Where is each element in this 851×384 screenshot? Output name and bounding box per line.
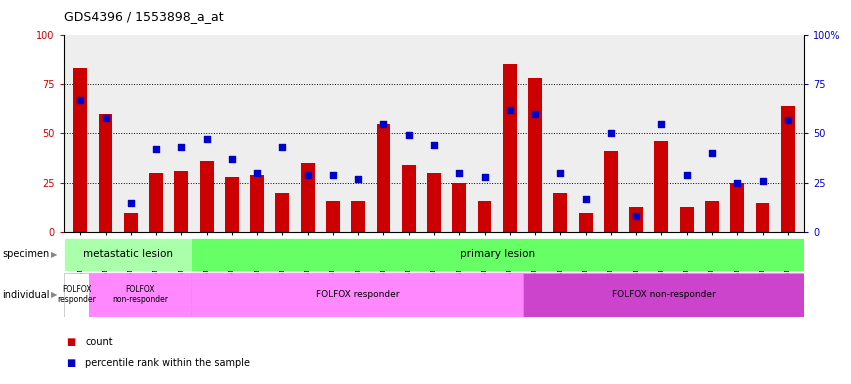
- Text: FOLFOX
non-responder: FOLFOX non-responder: [112, 285, 168, 305]
- Point: [351, 176, 365, 182]
- Bar: [300, 163, 315, 232]
- Point: [604, 131, 618, 137]
- Bar: [781, 106, 795, 232]
- Bar: [427, 173, 441, 232]
- Text: specimen: specimen: [3, 249, 50, 259]
- Point: [225, 156, 238, 162]
- Point: [73, 97, 87, 103]
- Point: [705, 150, 719, 156]
- Bar: [351, 201, 365, 232]
- Bar: [149, 173, 163, 232]
- Point: [149, 146, 163, 152]
- Text: individual: individual: [3, 290, 50, 300]
- Point: [200, 136, 214, 142]
- Text: primary lesion: primary lesion: [460, 249, 535, 260]
- Point: [680, 172, 694, 178]
- Text: FOLFOX
responder: FOLFOX responder: [57, 285, 96, 305]
- Point: [250, 170, 264, 176]
- Point: [377, 121, 391, 127]
- Point: [453, 170, 466, 176]
- Bar: [528, 78, 542, 232]
- Text: ▶: ▶: [51, 250, 58, 259]
- Bar: [64, 238, 191, 271]
- Bar: [604, 151, 618, 232]
- Point: [553, 170, 567, 176]
- Point: [174, 144, 188, 151]
- Point: [756, 178, 769, 184]
- Text: count: count: [85, 337, 112, 347]
- Bar: [680, 207, 694, 232]
- Bar: [99, 114, 112, 232]
- Point: [579, 195, 592, 202]
- Bar: [250, 175, 264, 232]
- Bar: [705, 201, 719, 232]
- Bar: [402, 165, 415, 232]
- Bar: [326, 201, 340, 232]
- Point: [301, 172, 315, 178]
- Bar: [756, 203, 769, 232]
- Bar: [191, 273, 523, 317]
- Bar: [89, 273, 191, 317]
- Point: [528, 111, 542, 117]
- Bar: [191, 238, 804, 271]
- Bar: [73, 68, 87, 232]
- Bar: [376, 124, 391, 232]
- Bar: [503, 64, 517, 232]
- Point: [503, 107, 517, 113]
- Bar: [579, 213, 592, 232]
- Text: FOLFOX responder: FOLFOX responder: [316, 290, 399, 299]
- Point: [781, 116, 795, 122]
- Bar: [124, 213, 138, 232]
- Point: [99, 114, 112, 121]
- Point: [477, 174, 491, 180]
- Bar: [64, 273, 89, 317]
- Bar: [654, 141, 668, 232]
- Point: [630, 214, 643, 220]
- Text: FOLFOX non-responder: FOLFOX non-responder: [612, 290, 716, 299]
- Point: [326, 172, 340, 178]
- Bar: [225, 177, 239, 232]
- Bar: [174, 171, 188, 232]
- Text: ■: ■: [66, 358, 76, 368]
- Point: [730, 180, 744, 186]
- Bar: [200, 161, 214, 232]
- Text: GDS4396 / 1553898_a_at: GDS4396 / 1553898_a_at: [64, 10, 224, 23]
- Bar: [629, 207, 643, 232]
- Text: percentile rank within the sample: percentile rank within the sample: [85, 358, 250, 368]
- Bar: [730, 183, 744, 232]
- Point: [402, 132, 415, 139]
- Bar: [477, 201, 492, 232]
- Bar: [553, 193, 568, 232]
- Text: metastatic lesion: metastatic lesion: [83, 249, 173, 260]
- Bar: [453, 183, 466, 232]
- Bar: [523, 273, 804, 317]
- Point: [654, 121, 668, 127]
- Bar: [276, 193, 289, 232]
- Text: ■: ■: [66, 337, 76, 347]
- Point: [427, 142, 441, 148]
- Point: [124, 200, 138, 206]
- Text: ▶: ▶: [51, 290, 58, 299]
- Point: [276, 144, 289, 151]
